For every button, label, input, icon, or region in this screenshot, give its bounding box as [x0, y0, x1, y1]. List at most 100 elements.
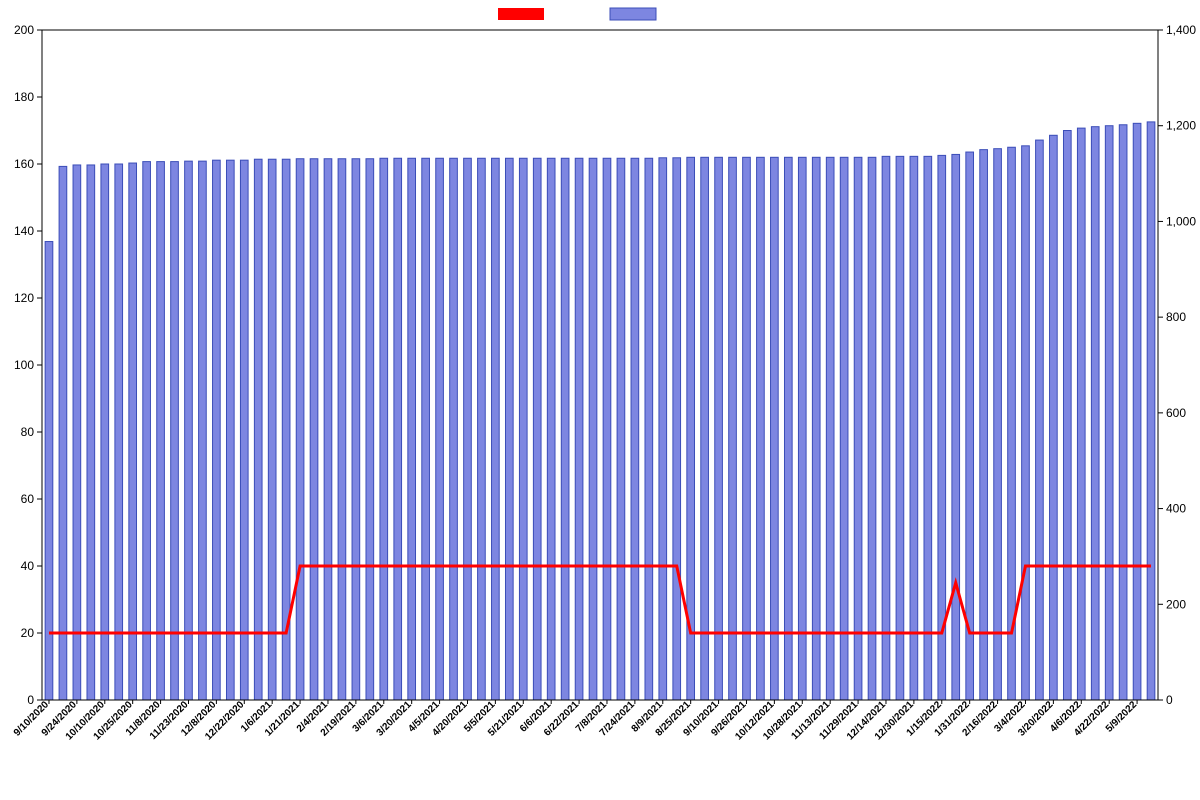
bar — [589, 158, 597, 700]
bar — [422, 158, 430, 700]
bar — [1091, 127, 1099, 700]
bar — [101, 164, 109, 700]
bar — [812, 157, 820, 700]
bar — [268, 159, 276, 700]
bar — [631, 158, 639, 700]
bar — [436, 158, 444, 700]
bar — [129, 163, 137, 700]
right-tick-label: 1,200 — [1166, 119, 1196, 133]
bar — [1133, 123, 1141, 700]
bar — [701, 157, 709, 700]
bar — [352, 159, 360, 700]
bar — [575, 158, 583, 700]
bar — [743, 157, 751, 700]
bar — [324, 159, 332, 700]
x-tick-label: 5/9/2022 — [1104, 699, 1140, 735]
right-tick-label: 0 — [1166, 693, 1173, 707]
bar — [296, 159, 304, 700]
left-tick-label: 80 — [21, 425, 35, 439]
right-tick-label: 600 — [1166, 406, 1186, 420]
bar — [115, 164, 123, 700]
bar — [910, 156, 918, 700]
legend-swatch-line — [498, 8, 544, 20]
bar — [1147, 122, 1155, 700]
bar — [73, 165, 81, 700]
right-tick-label: 400 — [1166, 502, 1186, 516]
bar — [366, 159, 374, 700]
bar — [394, 158, 402, 700]
bar — [1022, 146, 1030, 700]
legend-swatch-bar — [610, 8, 656, 20]
bar — [59, 166, 67, 700]
bar — [338, 159, 346, 700]
left-tick-label: 140 — [14, 224, 34, 238]
bar — [603, 158, 611, 700]
right-tick-label: 1,000 — [1166, 214, 1196, 228]
bar — [617, 158, 625, 700]
bar — [729, 157, 737, 700]
left-tick-label: 120 — [14, 291, 34, 305]
bar — [854, 157, 862, 700]
bar — [994, 149, 1002, 700]
bar — [840, 157, 848, 700]
bar — [673, 158, 681, 700]
right-tick-label: 800 — [1166, 310, 1186, 324]
bar — [380, 158, 388, 700]
left-tick-label: 60 — [21, 492, 35, 506]
bar — [645, 158, 653, 700]
bar — [450, 158, 458, 700]
left-tick-label: 100 — [14, 358, 34, 372]
right-tick-label: 1,400 — [1166, 23, 1196, 37]
plot-border — [42, 30, 1158, 700]
bar — [157, 162, 165, 700]
left-tick-label: 160 — [14, 157, 34, 171]
bar — [882, 156, 890, 700]
bar — [547, 158, 555, 700]
bar — [826, 157, 834, 700]
bar — [757, 157, 765, 700]
bar — [659, 158, 667, 700]
bar — [715, 157, 723, 700]
bar — [1063, 131, 1071, 701]
bar — [254, 159, 262, 700]
bar-series — [45, 122, 1155, 700]
bar — [143, 162, 151, 700]
bar — [492, 158, 500, 700]
bar — [171, 162, 179, 700]
left-tick-label: 180 — [14, 90, 34, 104]
bar — [924, 156, 932, 700]
right-tick-label: 200 — [1166, 597, 1186, 611]
left-tick-label: 40 — [21, 559, 35, 573]
bar — [1036, 140, 1044, 700]
bar — [240, 160, 248, 700]
bar — [464, 158, 472, 700]
bar — [87, 165, 95, 700]
bar — [199, 161, 207, 700]
bar — [1077, 128, 1085, 700]
bar — [505, 158, 513, 700]
bar — [478, 158, 486, 700]
combo-chart: 0 20 40 60 80 100 120 140 160 180 200 0 200 400 600 800… — [0, 0, 1200, 800]
bar — [561, 158, 569, 700]
bar — [896, 156, 904, 700]
bar — [45, 242, 53, 700]
bar — [226, 160, 234, 700]
bar — [784, 157, 792, 700]
bar — [185, 161, 193, 700]
bar — [533, 158, 541, 700]
bar — [408, 158, 416, 700]
bar — [1050, 135, 1058, 700]
bar — [771, 157, 779, 700]
left-tick-label: 20 — [21, 626, 35, 640]
bar — [310, 159, 318, 700]
left-tick-label: 0 — [27, 693, 34, 707]
bar — [519, 158, 527, 700]
bar — [980, 150, 988, 700]
left-tick-label: 200 — [14, 23, 34, 37]
bar — [1105, 126, 1113, 700]
bar — [1119, 125, 1127, 700]
bar — [868, 157, 876, 700]
bar — [798, 157, 806, 700]
bar — [213, 160, 221, 700]
bar — [952, 154, 960, 700]
